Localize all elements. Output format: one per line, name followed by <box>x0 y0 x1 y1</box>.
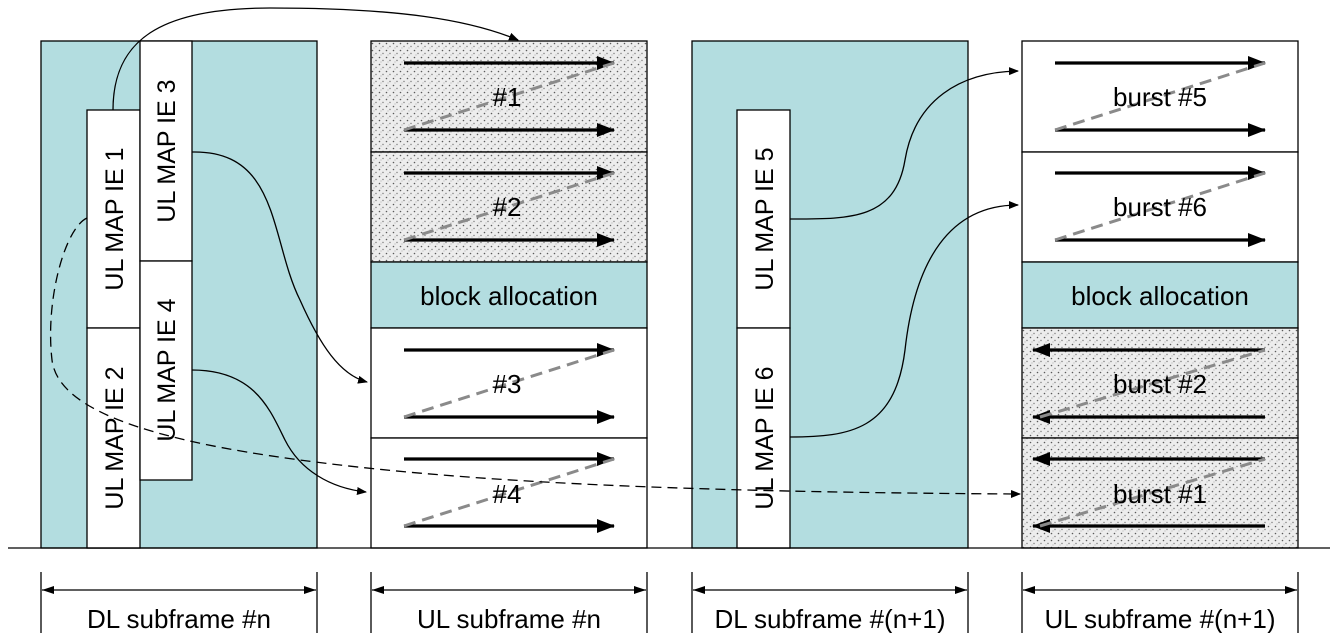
ul-map-ie-3-label: UL MAP IE 3 <box>153 79 181 222</box>
ul-map-ie-2-label: UL MAP IE 2 <box>101 366 129 509</box>
ul-map-ie-4-box <box>139 260 193 481</box>
ul-n1-burst-1-cell <box>1021 437 1299 549</box>
connector-ie1-to-burst1 <box>112 7 519 111</box>
ul-n1-burst-1-label: burst #1 <box>1113 479 1207 509</box>
dl-subframe-n-caption: DL subframe #n <box>87 604 271 633</box>
connector-ie3-to-burst3 <box>191 151 368 384</box>
ul-map-ie-2-box <box>86 327 141 549</box>
ul-map-ie-1-label: UL MAP IE 1 <box>101 147 129 290</box>
burst-6-label: burst #6 <box>1113 192 1207 222</box>
burst-3-label: #3 <box>493 369 522 399</box>
ul-n1-burst-2-diagonal <box>1039 348 1266 419</box>
connector-ie5-to-burst5 <box>789 67 1019 220</box>
connector-ie6-to-burst6 <box>789 201 1019 438</box>
ul-subframe-n-caption: UL subframe #n <box>417 604 601 633</box>
ul-map-ie-5-label: UL MAP IE 5 <box>751 147 779 290</box>
burst-5-label: burst #5 <box>1113 82 1207 112</box>
ul-n1-burst-2-cell <box>1021 327 1299 439</box>
ul-subframe-n1: burst #5 burst #6 block allocation burst… <box>1021 40 1299 549</box>
ul-map-ie-1-box <box>86 109 141 329</box>
ul-n1-block-allocation-cell <box>1021 261 1299 329</box>
ul-n1-block-allocation-label: block allocation <box>1071 281 1249 311</box>
connector-ie2-to-ul-n1-burst1 <box>49 217 1021 498</box>
ul-map-ie-4-label: UL MAP IE 4 <box>153 298 181 441</box>
connector-ie4-to-burst4 <box>191 369 367 495</box>
burst-1-label: #1 <box>493 82 522 112</box>
dl-subframe-n1: UL MAP IE 5 UL MAP IE 6 <box>691 40 969 549</box>
ul-map-ie-6-box <box>736 327 791 549</box>
ul-n1-burst-2-label: burst #2 <box>1113 369 1207 399</box>
burst-4-label: #4 <box>493 479 522 509</box>
ul-subframe-n1-caption: UL subframe #(n+1) <box>1045 604 1276 633</box>
dl-subframe-n: UL MAP IE 1 UL MAP IE 2 UL MAP IE 3 UL M… <box>40 40 318 549</box>
dl-subframe-n1-frame <box>691 40 969 549</box>
ul-subframe-n: #1 #2 block allocation #3 #4 <box>370 40 648 549</box>
ul-map-ie-5-box <box>736 109 791 329</box>
ul-n1-burst-1-diagonal <box>1039 457 1266 528</box>
ul-n-block-allocation-label: block allocation <box>420 281 598 311</box>
dimension-markers: DL subframe #n UL subframe #n DL subfram… <box>40 572 1299 633</box>
ul-map-ie-6-label: UL MAP IE 6 <box>751 366 779 509</box>
dl-subframe-n1-caption: DL subframe #(n+1) <box>715 604 946 633</box>
mapping-connectors <box>49 7 1021 498</box>
ul-n-block-allocation-cell <box>370 261 648 329</box>
burst-2-label: #2 <box>493 192 522 222</box>
ul-map-ie-3-box <box>139 40 193 262</box>
